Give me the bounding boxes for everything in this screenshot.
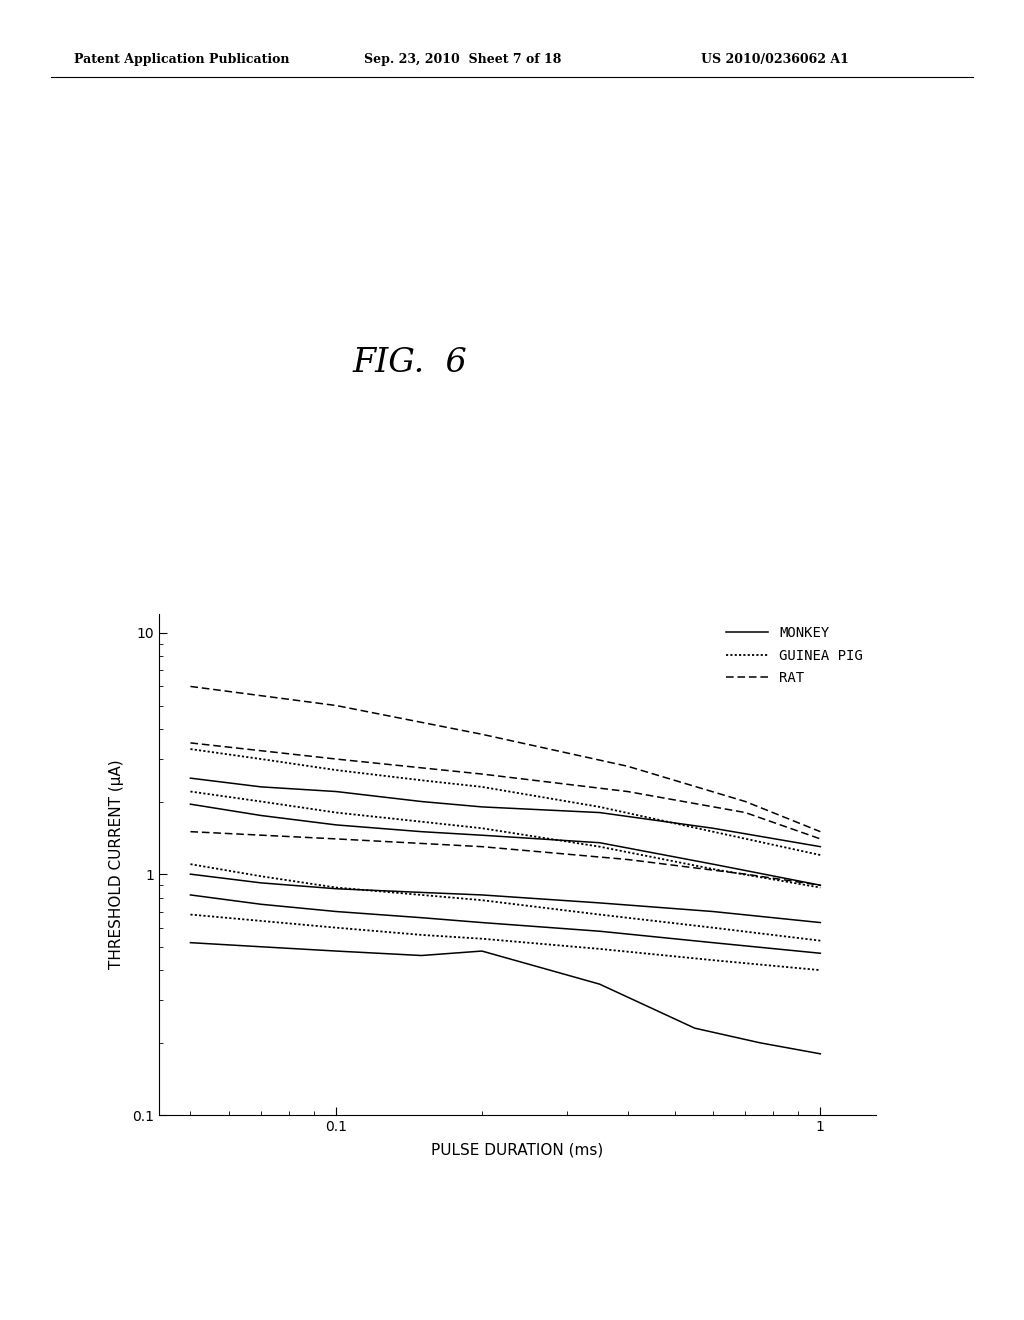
Text: Sep. 23, 2010  Sheet 7 of 18: Sep. 23, 2010 Sheet 7 of 18 [364, 53, 561, 66]
Text: FIG.  6: FIG. 6 [352, 347, 467, 379]
Legend: MONKEY, GUINEA PIG, RAT: MONKEY, GUINEA PIG, RAT [721, 620, 868, 690]
Y-axis label: THRESHOLD CURRENT (μA): THRESHOLD CURRENT (μA) [109, 760, 124, 969]
Text: Patent Application Publication: Patent Application Publication [74, 53, 289, 66]
X-axis label: PULSE DURATION (ms): PULSE DURATION (ms) [431, 1143, 603, 1158]
Text: US 2010/0236062 A1: US 2010/0236062 A1 [701, 53, 849, 66]
